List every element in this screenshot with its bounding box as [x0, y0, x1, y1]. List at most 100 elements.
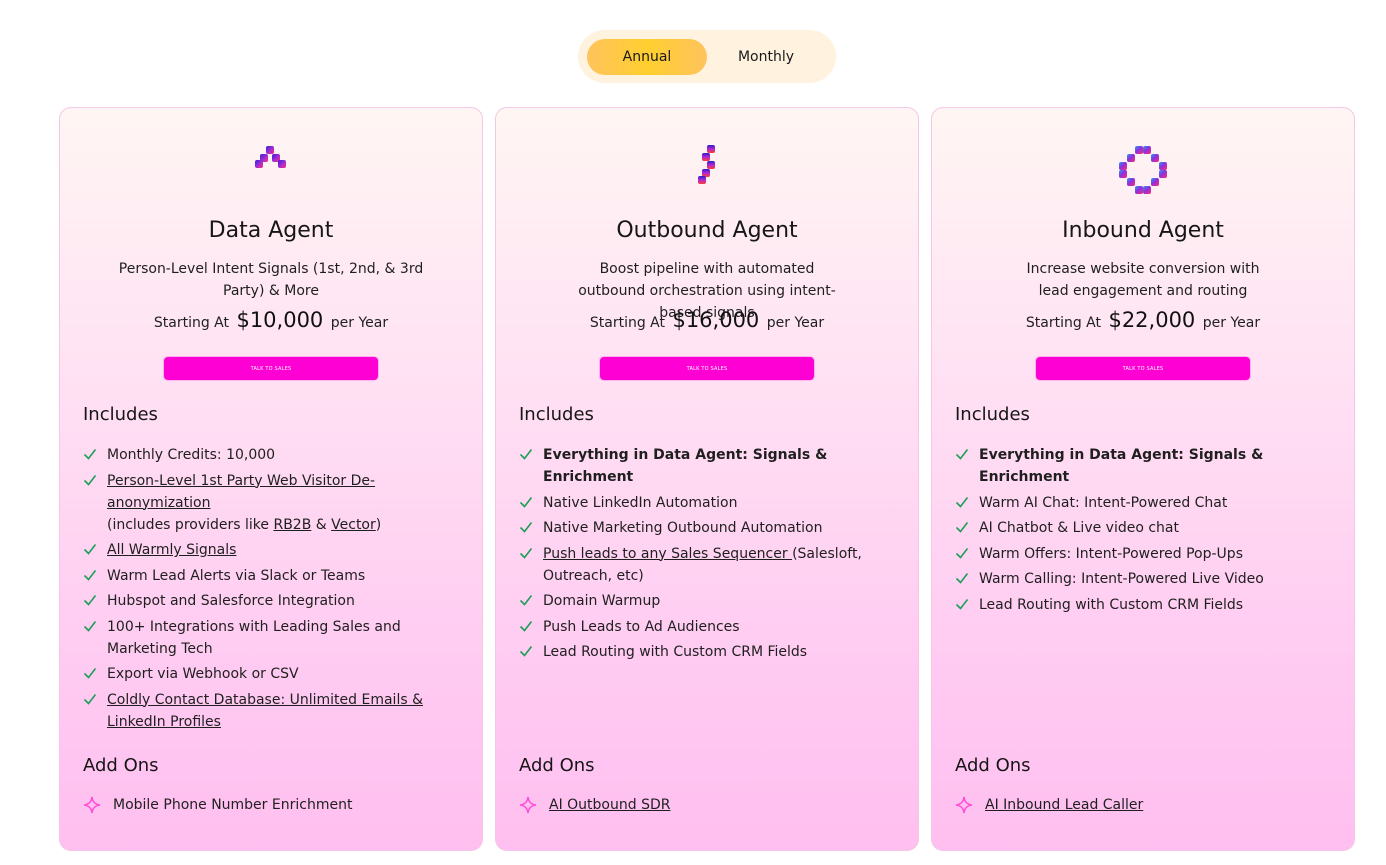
check-icon — [83, 620, 97, 632]
card-title: Inbound Agent — [1062, 218, 1224, 243]
sparkle-icon — [519, 796, 537, 814]
pricing-card-outbound-agent: Outbound Agent Boost pipeline with autom… — [495, 107, 919, 851]
feature-text: 100+ Integrations with Leading Sales and… — [107, 618, 401, 657]
check-icon — [519, 522, 533, 533]
price-prefix: Starting At — [589, 315, 665, 331]
feature-text: Hubspot and Salesforce Integration — [107, 593, 355, 609]
data-agent-logo-icon — [254, 144, 288, 174]
feature-item: Warm AI Chat: Intent-Powered Chat — [955, 492, 1334, 514]
inbound-agent-logo-icon — [1117, 144, 1169, 200]
check-icon — [519, 595, 533, 606]
card-price: Starting At $10,000 per Year — [60, 308, 482, 332]
feature-text: Native LinkedIn Automation — [543, 494, 738, 511]
talk-to-sales-button[interactable]: TALK TO SALES — [163, 356, 379, 381]
price-amount: $16,000 — [672, 308, 760, 332]
coldly-database-link[interactable]: Coldly Contact Database: Unlimited Email… — [107, 691, 423, 730]
price-amount: $10,000 — [236, 308, 324, 332]
billing-toggle: Annual Monthly — [578, 30, 836, 83]
feature-item: Native Marketing Outbound Automation — [519, 517, 898, 539]
check-icon — [519, 620, 533, 632]
feature-text: ) — [375, 516, 382, 533]
deanonymization-link[interactable]: Person-Level 1st Party Web Visitor De-an… — [107, 472, 376, 511]
addons-heading: Add Ons — [519, 755, 595, 776]
check-icon — [955, 522, 969, 533]
addon-item: AI Outbound SDR — [519, 795, 670, 815]
feature-text: Warm AI Chat: Intent-Powered Chat — [979, 494, 1228, 511]
check-icon — [519, 496, 533, 508]
feature-item: 100+ Integrations with Leading Sales and… — [83, 616, 462, 660]
talk-to-sales-button[interactable]: TALK TO SALES — [599, 356, 815, 381]
price-suffix: per Year — [766, 315, 825, 331]
feature-text: Monthly Credits: 10,000 — [107, 447, 276, 463]
addon-text: Mobile Phone Number Enrichment — [113, 797, 353, 813]
feature-text: Export via Webhook or CSV — [107, 666, 299, 682]
sales-sequencer-link[interactable]: Push leads to any Sales Sequencer — [543, 545, 793, 562]
feature-text: (includes providers like — [107, 516, 274, 533]
feature-list: Everything in Data Agent: Signals & Enri… — [519, 444, 898, 667]
card-price: Starting At $16,000 per Year — [496, 308, 918, 332]
feature-text: Lead Routing with Custom CRM Fields — [543, 644, 808, 660]
feature-item: Warm Calling: Intent-Powered Live Video — [955, 568, 1334, 590]
price-prefix: Starting At — [153, 315, 229, 331]
feature-list: Monthly Credits: 10,000 Person-Level 1st… — [83, 444, 462, 736]
feature-item: Lead Routing with Custom CRM Fields — [955, 594, 1334, 616]
check-icon — [519, 547, 533, 559]
card-description: Increase website conversion with lead en… — [1026, 261, 1260, 299]
feature-text: & — [311, 516, 332, 533]
feature-item: Warm Offers: Intent-Powered Pop-Ups — [955, 543, 1334, 565]
addons-heading: Add Ons — [955, 755, 1031, 776]
check-icon — [955, 496, 969, 508]
feature-item: Push leads to any Sales Sequencer (Sales… — [519, 543, 898, 587]
addons-heading: Add Ons — [83, 755, 159, 776]
feature-item: Warm Lead Alerts via Slack or Teams — [83, 565, 462, 587]
pricing-card-inbound-agent: Inbound Agent Increase website conversio… — [931, 107, 1355, 851]
check-icon — [955, 449, 969, 460]
feature-item: Coldly Contact Database: Unlimited Email… — [83, 689, 462, 733]
price-amount: $22,000 — [1108, 308, 1196, 332]
check-icon — [83, 595, 97, 606]
vector-link[interactable]: Vector — [331, 516, 376, 533]
includes-heading: Includes — [519, 404, 594, 425]
warmly-signals-link[interactable]: All Warmly Signals — [107, 542, 237, 558]
feature-item: Native LinkedIn Automation — [519, 492, 898, 514]
feature-item: Everything in Data Agent: Signals & Enri… — [955, 444, 1334, 488]
card-title: Outbound Agent — [616, 218, 798, 243]
feature-text: Warm Lead Alerts via Slack or Teams — [107, 567, 366, 584]
feature-item: All Warmly Signals — [83, 539, 462, 561]
feature-text: Warm Calling: Intent-Powered Live Video — [979, 571, 1264, 587]
pricing-card-data-agent: Data Agent Person-Level Intent Signals (… — [59, 107, 483, 851]
check-icon — [519, 646, 533, 657]
annual-toggle-button[interactable]: Annual — [587, 39, 707, 75]
feature-item: AI Chatbot & Live video chat — [955, 517, 1334, 539]
check-icon — [955, 547, 969, 559]
feature-text: AI Chatbot & Live video chat — [979, 520, 1179, 536]
talk-to-sales-button[interactable]: TALK TO SALES — [1035, 356, 1251, 381]
check-icon — [955, 598, 969, 610]
feature-text: Push Leads to Ad Audiences — [543, 618, 740, 635]
card-title: Data Agent — [208, 218, 334, 243]
feature-item: Lead Routing with Custom CRM Fields — [519, 641, 898, 663]
feature-text: Everything in Data Agent: Signals & Enri… — [543, 447, 828, 485]
feature-text: Domain Warmup — [543, 593, 661, 609]
feature-list: Everything in Data Agent: Signals & Enri… — [955, 444, 1334, 619]
price-prefix: Starting At — [1025, 315, 1101, 331]
ai-inbound-lead-caller-link[interactable]: AI Inbound Lead Caller — [985, 797, 1144, 813]
includes-heading: Includes — [83, 404, 158, 425]
outbound-agent-logo-icon — [695, 144, 719, 190]
price-suffix: per Year — [1202, 315, 1261, 331]
check-icon — [83, 449, 97, 460]
card-description: Person-Level Intent Signals (1st, 2nd, &… — [118, 261, 424, 299]
feature-item: Hubspot and Salesforce Integration — [83, 590, 462, 612]
ai-outbound-sdr-link[interactable]: AI Outbound SDR — [549, 797, 671, 813]
monthly-toggle-button[interactable]: Monthly — [737, 49, 795, 65]
addon-item: AI Inbound Lead Caller — [955, 795, 1143, 815]
feature-text: (Salesloft, Outreach, etc) — [543, 545, 862, 584]
sparkle-icon — [83, 796, 101, 814]
feature-text: Native Marketing Outbound Automation — [543, 520, 823, 536]
feature-item: Export via Webhook or CSV — [83, 663, 462, 685]
feature-item: Everything in Data Agent: Signals & Enri… — [519, 444, 898, 488]
rb2b-link[interactable]: RB2B — [273, 516, 312, 533]
sparkle-icon — [955, 796, 973, 814]
feature-item: Person-Level 1st Party Web Visitor De-an… — [83, 470, 462, 536]
check-icon — [955, 573, 969, 584]
